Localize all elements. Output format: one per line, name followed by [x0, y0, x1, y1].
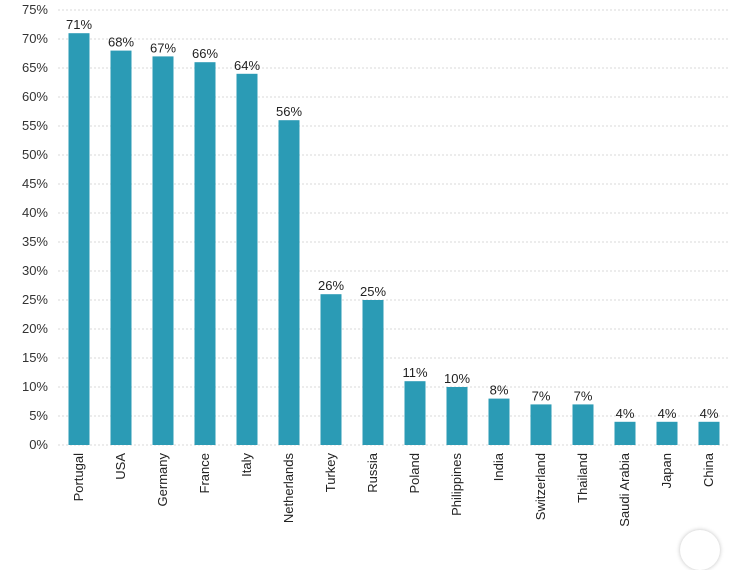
- bar: [656, 421, 678, 445]
- data-label: 4%: [700, 406, 719, 421]
- y-tick-label: 45%: [22, 176, 48, 191]
- bar: [614, 421, 636, 445]
- y-axis-tick-labels: 0% 5% 10% 15% 20% 25% 30% 35% 40% 45% 50% 55% 60% 65%…: [22, 2, 48, 452]
- y-tick-label: 75%: [22, 2, 48, 17]
- data-label: 10%: [444, 371, 470, 386]
- y-tick-label: 25%: [22, 292, 48, 307]
- data-label: 11%: [402, 365, 427, 380]
- y-tick-label: 60%: [22, 89, 48, 104]
- y-tick-label: 20%: [22, 321, 48, 336]
- bar: [278, 120, 300, 445]
- x-tick-label: USA: [113, 453, 128, 480]
- x-tick-label: Italy: [239, 453, 254, 477]
- data-label: 67%: [150, 40, 176, 55]
- y-tick-label: 5%: [29, 408, 48, 423]
- bar: [110, 50, 132, 445]
- y-tick-label: 70%: [22, 31, 48, 46]
- data-label: 26%: [318, 278, 344, 293]
- x-tick-label: Japan: [659, 453, 674, 488]
- data-label: 4%: [616, 406, 635, 421]
- y-tick-label: 40%: [22, 205, 48, 220]
- bar: [698, 421, 720, 445]
- data-label: 4%: [658, 406, 677, 421]
- x-tick-label: Turkey: [323, 453, 338, 493]
- x-tick-label: China: [701, 452, 716, 487]
- bar: [236, 73, 258, 446]
- data-label: 66%: [192, 46, 218, 61]
- y-tick-label: 50%: [22, 147, 48, 162]
- x-tick-label: Thailand: [575, 453, 590, 503]
- bars: [68, 33, 720, 446]
- x-tick-label: Portugal: [71, 453, 86, 502]
- bar: [572, 404, 594, 445]
- data-label: 7%: [532, 388, 551, 403]
- bar: [530, 404, 552, 445]
- x-tick-label: Germany: [155, 453, 170, 507]
- x-tick-label: Netherlands: [281, 453, 296, 524]
- data-label: 8%: [490, 383, 509, 398]
- x-tick-label: France: [197, 453, 212, 493]
- y-tick-label: 15%: [22, 350, 48, 365]
- bar: [362, 300, 384, 445]
- data-label: 56%: [276, 104, 302, 119]
- data-label: 7%: [574, 388, 593, 403]
- y-tick-label: 0%: [29, 437, 48, 452]
- bar: [68, 33, 90, 445]
- data-label: 68%: [108, 35, 134, 50]
- bar: [320, 294, 342, 445]
- bar-chart: 0% 5% 10% 15% 20% 25% 30% 35% 40% 45% 50% 55% 60% 65%…: [21, 2, 730, 527]
- y-tick-label: 10%: [22, 379, 48, 394]
- data-label: 25%: [360, 284, 386, 299]
- bar: [404, 381, 426, 445]
- chart-canvas: 0% 5% 10% 15% 20% 25% 30% 35% 40% 45% 50% 55% 60% 65%…: [22, 2, 730, 527]
- y-tick-label: 65%: [22, 60, 48, 75]
- y-tick-label: 55%: [22, 118, 48, 133]
- x-tick-label: Poland: [407, 453, 422, 493]
- bar: [194, 62, 216, 445]
- y-tick-label: 30%: [22, 263, 48, 278]
- x-tick-label: Saudi Arabia: [617, 452, 632, 526]
- bar: [152, 56, 174, 446]
- x-tick-label: Russia: [365, 452, 380, 493]
- y-tick-label: 35%: [22, 234, 48, 249]
- data-label: 71%: [66, 17, 92, 32]
- data-labels: 71% 68% 67% 66% 64% 56% 26% 25% 11% 10% 8% 7% 7% 4% 4%…: [66, 17, 719, 421]
- x-axis-tick-labels: Portugal USA Germany France Italy Netherlands…: [71, 452, 716, 527]
- bar: [488, 398, 510, 445]
- x-tick-label: India: [491, 452, 506, 481]
- x-tick-label: Philippines: [449, 453, 464, 516]
- scroll-button[interactable]: [680, 530, 720, 570]
- data-label: 64%: [234, 58, 260, 73]
- bar: [446, 387, 468, 445]
- x-tick-label: Switzerland: [533, 453, 548, 520]
